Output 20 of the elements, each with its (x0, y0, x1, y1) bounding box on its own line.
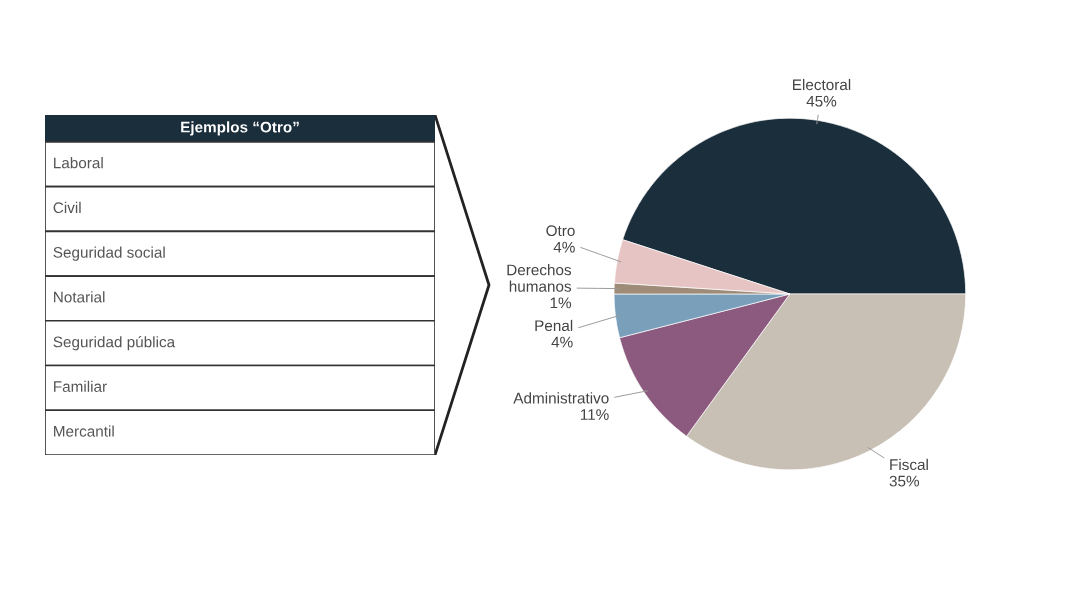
data-label: 45% (806, 95, 837, 107)
text: Seguridad social (53, 246, 165, 261)
data-label: 35% (889, 475, 920, 487)
text: Laboral (54, 157, 103, 169)
text: Mercantil (54, 425, 114, 437)
slice-label: Penal (535, 319, 573, 332)
text: Familiar (54, 380, 107, 392)
data-label: 4% (551, 336, 573, 348)
text: Civil (53, 201, 81, 214)
slice-label: Otro (546, 225, 575, 237)
slice-label: Derechos humanos (507, 264, 572, 292)
slice-label: Administrativo (513, 392, 609, 404)
text: Seguridad pública (53, 335, 176, 351)
text: Ejemplos “Otro” (181, 121, 299, 136)
data-label: 11% (580, 409, 609, 420)
data-label: 4% (553, 241, 575, 253)
slice-label: Fiscal (890, 458, 928, 471)
data-label: 1% (550, 297, 572, 309)
text: Notarial (54, 291, 105, 303)
slice-label: Electoral (793, 78, 851, 91)
